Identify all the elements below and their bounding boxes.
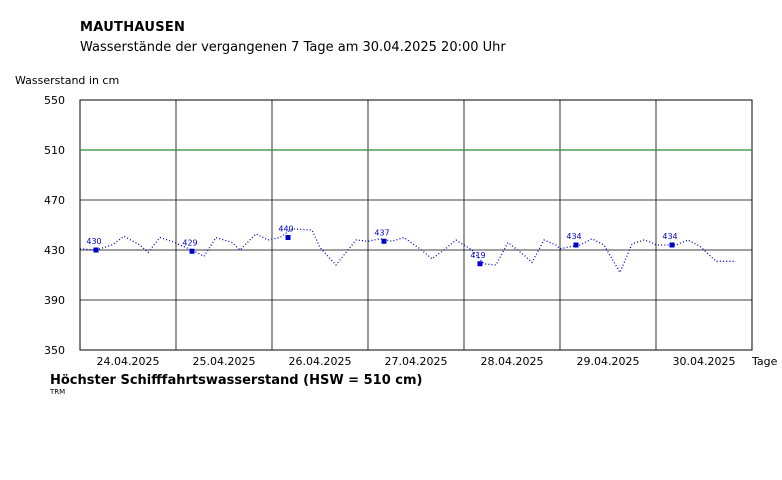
daily-marker-label: 440	[278, 225, 293, 234]
water-level-series	[79, 228, 736, 274]
hsw-legend: Höchster Schifffahrtswasserstand (HSW = …	[50, 373, 423, 388]
daily-marker-label: 429	[182, 238, 197, 247]
daily-marker	[381, 238, 387, 244]
x-tick-label: 29.04.2025	[577, 355, 640, 368]
x-tick-label: 27.04.2025	[385, 355, 448, 368]
daily-marker	[669, 242, 675, 248]
y-tick-label: 430	[44, 244, 65, 257]
station-title: MAUTHAUSEN	[80, 20, 186, 35]
y-tick-label: 550	[44, 94, 65, 107]
daily-marker-label: 434	[566, 232, 581, 241]
y-tick-label: 350	[44, 344, 65, 357]
daily-marker-label: 434	[662, 232, 677, 241]
chart-subtitle: Wasserstände der vergangenen 7 Tage am 3…	[80, 40, 506, 55]
daily-marker	[189, 248, 195, 254]
daily-marker-label: 437	[374, 228, 389, 237]
daily-marker	[93, 247, 99, 253]
y-tick-label: 510	[44, 144, 65, 157]
x-tick-label: 25.04.2025	[193, 355, 256, 368]
source-label: TRM	[50, 388, 66, 396]
x-tick-label: 26.04.2025	[289, 355, 352, 368]
x-tick-label: 30.04.2025	[673, 355, 736, 368]
y-axis-label: Wasserstand in cm	[15, 74, 120, 87]
daily-marker	[285, 235, 291, 240]
daily-marker-label: 419	[470, 251, 485, 260]
x-tick-label: 24.04.2025	[97, 355, 160, 368]
y-tick-label: 470	[44, 194, 65, 207]
daily-marker	[573, 242, 579, 248]
daily-marker-label: 430	[86, 237, 101, 246]
y-tick-label: 390	[44, 294, 65, 307]
daily-marker	[477, 261, 483, 267]
plot-frame	[79, 99, 753, 351]
x-tick-label: 28.04.2025	[481, 355, 544, 368]
x-axis-label: Tage	[751, 355, 778, 368]
